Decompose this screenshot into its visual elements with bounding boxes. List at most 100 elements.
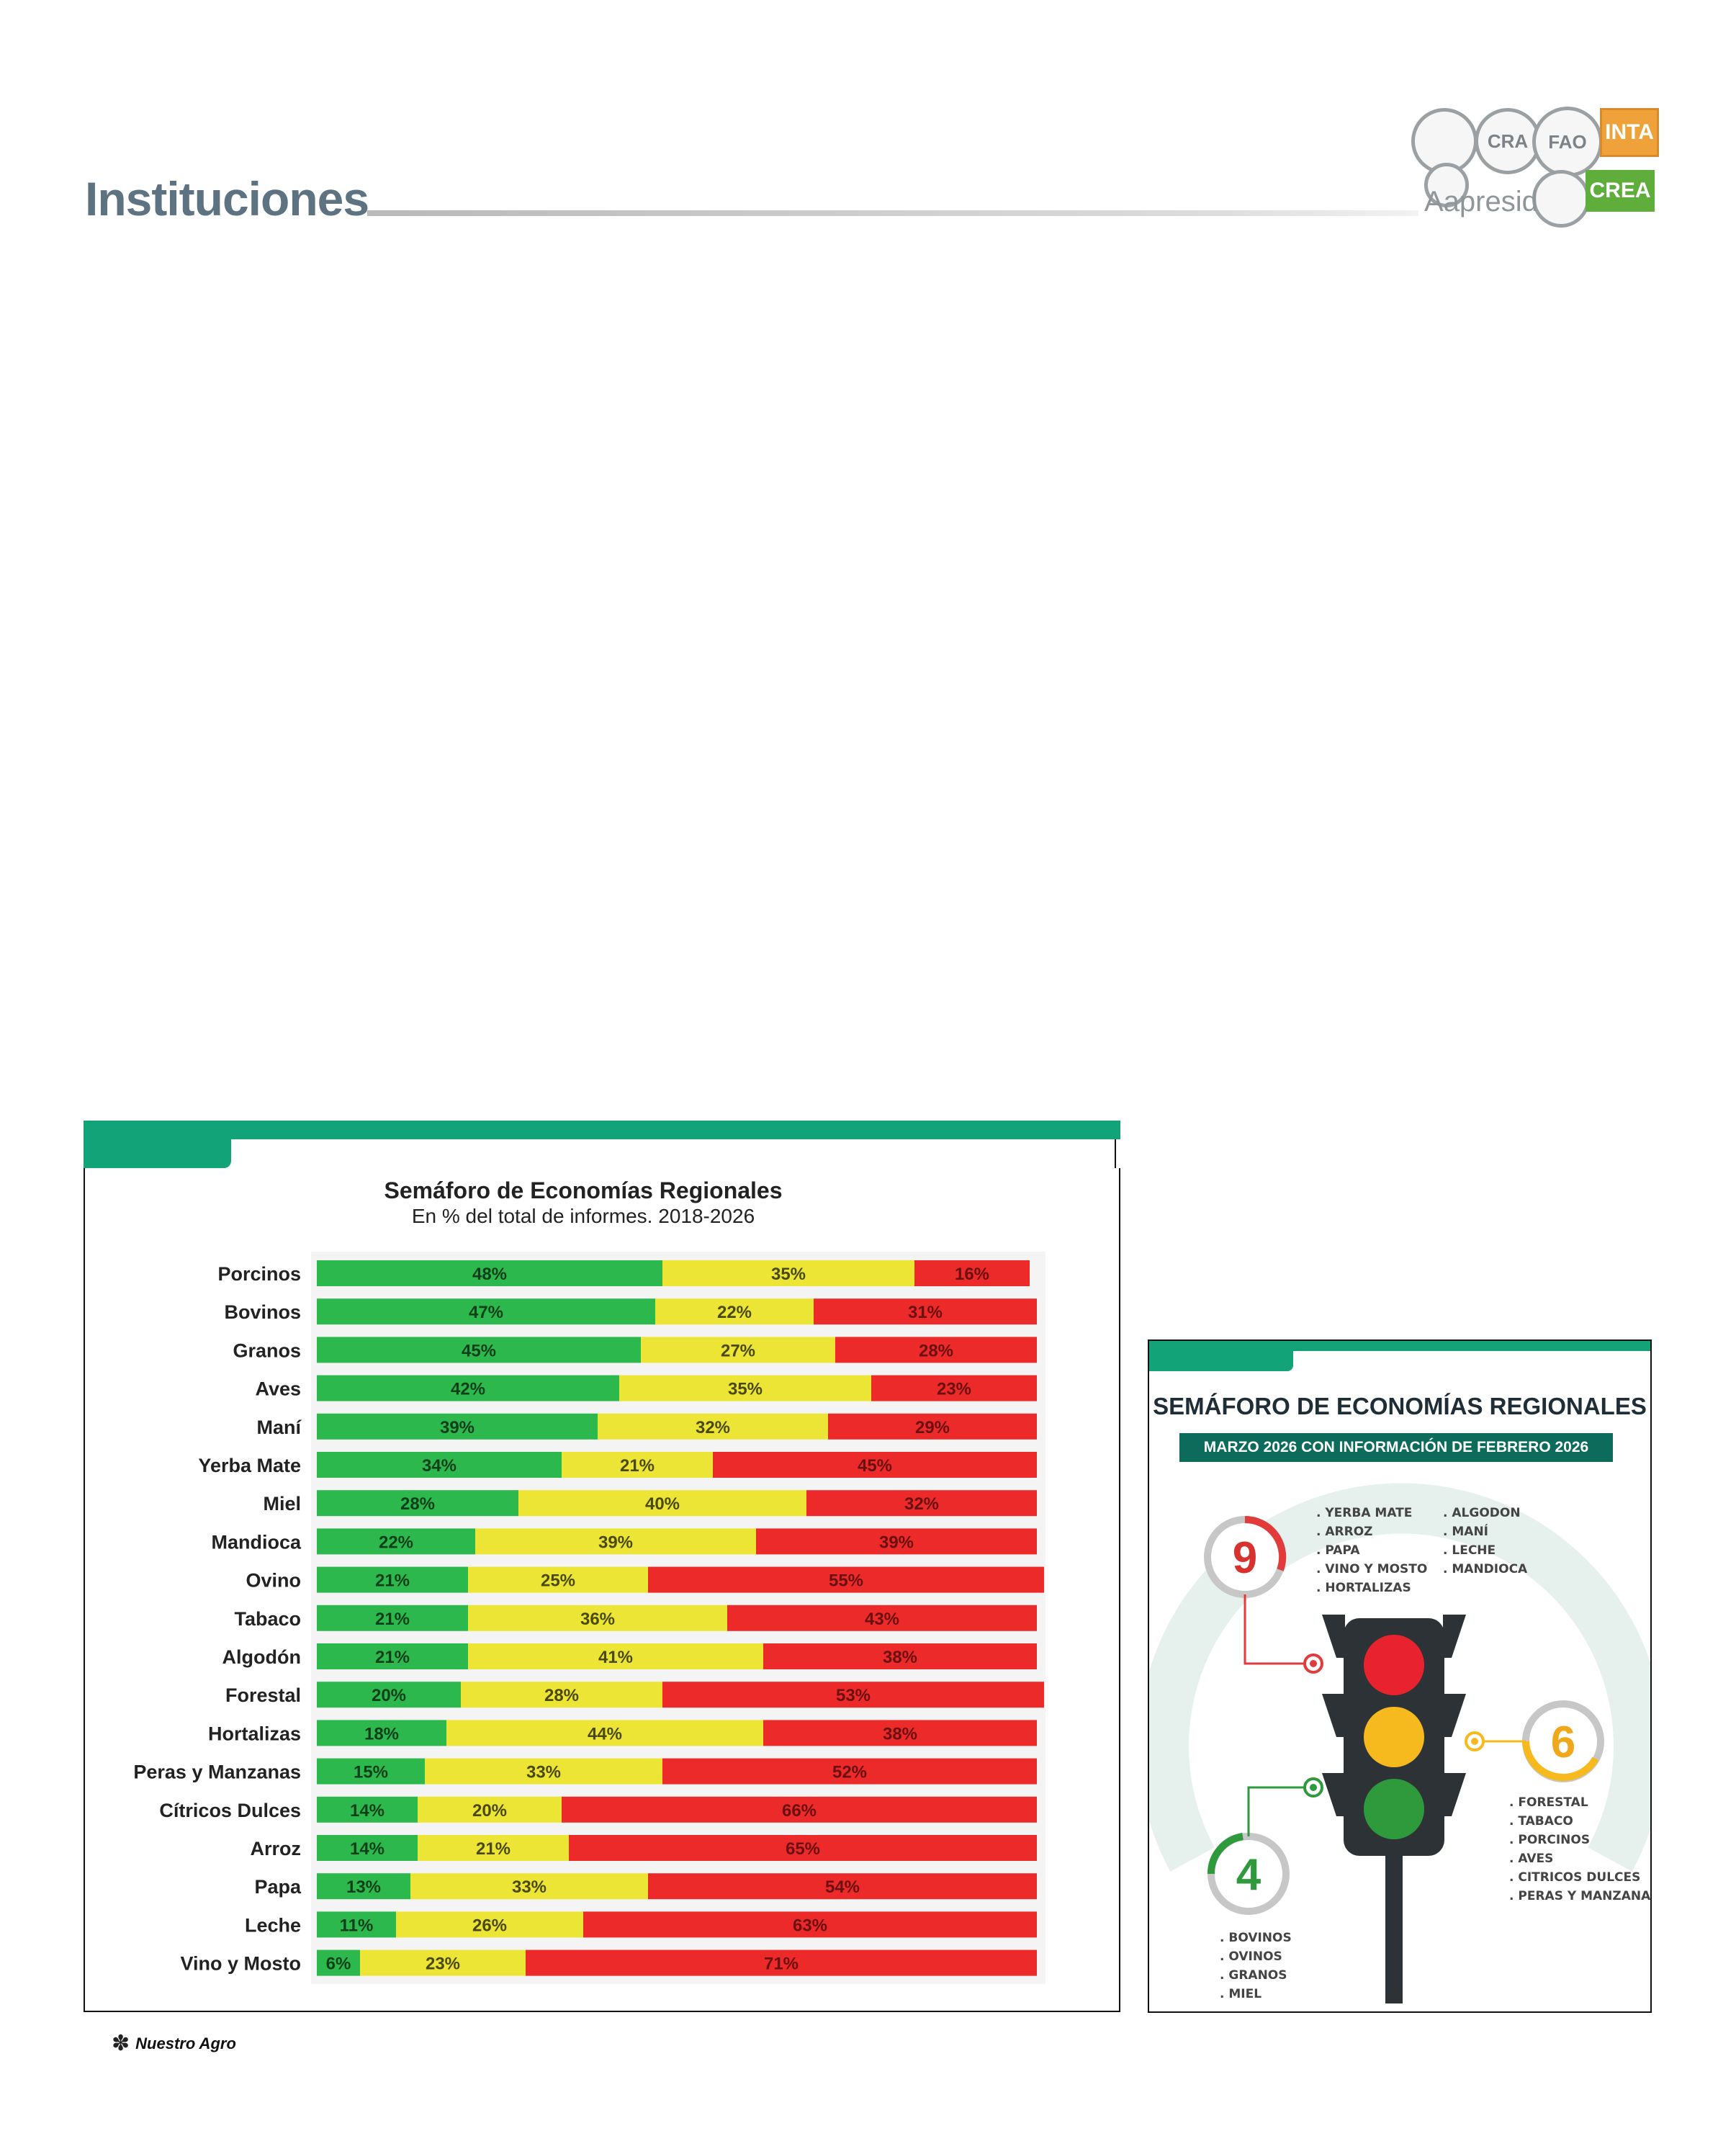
list-item: . ARROZ [1316,1525,1373,1539]
traffic-light-infographic: SEMÁFORO DE ECONOMÍAS REGIONALES MARZO 2… [1148,1339,1652,2013]
bar-segment [655,1298,814,1325]
bar-segment [317,1605,468,1631]
bar-segment [317,1337,641,1363]
panel-top-band [84,1121,1120,1139]
data-label: 18% [364,1724,399,1744]
category-label: Vino y Mosto [180,1953,301,1975]
footer-brand: ✽ Nuestro Agro [112,2031,236,2056]
data-label: 11% [340,1916,374,1935]
bar-segment [619,1375,871,1401]
bar-segment [763,1720,1037,1746]
bar-segment [317,1566,468,1593]
list-item: . FORESTAL [1509,1795,1588,1810]
list-item: . ALGODON [1443,1506,1521,1520]
category-label: Aves [255,1378,301,1400]
bar-segment [583,1911,1037,1938]
bar-segment [763,1643,1037,1669]
data-label: 40% [645,1494,680,1514]
wing-right-3 [1443,1773,1466,1816]
bar-segment [317,1720,446,1746]
infographic-subtitle: MARZO 2026 CON INFORMACIÓN DE FEBRERO 20… [1179,1433,1613,1462]
chart-subtitle: En % del total de informes. 2018-2026 [411,1205,755,1227]
data-label: 28% [919,1341,953,1360]
data-label: 21% [620,1456,655,1476]
data-label: 35% [728,1380,763,1399]
data-label: 44% [588,1724,622,1744]
red-badge-arc [1244,1515,1287,1571]
data-label: 63% [793,1916,827,1935]
list-item: . LECHE [1443,1543,1496,1558]
data-label: 38% [883,1648,917,1667]
bar-segment [662,1758,1037,1785]
list-item: . PORCINOS [1509,1833,1591,1847]
red-list-col1: . YERBA MATE . ARROZ . PAPA . VINO Y MOS… [1316,1504,1427,1597]
data-label: 6% [326,1955,351,1974]
category-label: Miel [263,1493,301,1514]
data-label: 65% [786,1839,820,1859]
data-label: 29% [915,1418,950,1437]
bar-segment [317,1835,418,1861]
bar-segment [317,1758,425,1785]
category-label: Tabaco [234,1608,301,1630]
data-label: 20% [472,1801,507,1821]
data-label: 33% [526,1763,561,1782]
list-item: . MANDIOCA [1443,1562,1528,1576]
bar-segment [806,1490,1037,1517]
panel-frame [84,1139,1120,2012]
bar-segment [662,1682,1044,1708]
data-label: 21% [375,1648,410,1667]
bar-segment [317,1682,461,1708]
list-item: . HORTALIZAS [1316,1581,1411,1595]
data-label: 34% [422,1456,457,1476]
bar-segment [468,1566,648,1593]
list-item: . OVINOS [1220,1949,1282,1964]
data-label: 28% [400,1494,435,1514]
data-label: 53% [836,1686,871,1705]
red-light [1364,1635,1424,1695]
brand-flower-icon: ✽ [112,2032,130,2055]
wing-right-1 [1443,1615,1466,1658]
data-label: 45% [858,1456,892,1476]
bar-segment [814,1298,1037,1325]
green-list: . BOVINOS . OVINOS . GRANOS . MIEL [1220,1929,1292,2003]
category-label: Maní [256,1417,302,1438]
category-label: Leche [245,1914,301,1936]
bar-segment [727,1605,1037,1631]
data-label: 52% [832,1763,867,1782]
bar-segment [317,1643,468,1669]
yellow-count: 6 [1551,1718,1575,1767]
data-label: 16% [955,1265,989,1284]
list-item: . VINO Y MOSTO [1316,1562,1428,1576]
data-label: 36% [580,1610,615,1629]
bar-segment [828,1413,1037,1440]
footer-brand-text: Nuestro Agro [135,2034,236,2052]
data-label: 39% [440,1418,475,1437]
bar-segment [835,1337,1037,1363]
background-arc [1149,1483,1650,1872]
category-label: Arroz [250,1838,301,1859]
list-item: . YERBA MATE [1316,1506,1413,1520]
data-label: 38% [883,1724,917,1744]
chart-panel [84,1121,1120,2013]
data-label: 25% [541,1571,575,1591]
panel-tab [84,1139,231,1168]
bar-segment [317,1949,360,1976]
bar-segment [461,1682,662,1708]
list-item: . TABACO [1509,1814,1573,1828]
data-label: 39% [879,1533,914,1552]
bar-segment [396,1911,583,1938]
bar-segment [468,1605,727,1631]
data-label: 55% [829,1571,863,1591]
logo-aapresid: Aapresid [1424,186,1538,217]
data-label: 31% [908,1303,943,1322]
category-label: Peras y Manzanas [133,1762,301,1783]
category-label: Mandioca [211,1531,302,1553]
bar-segment [425,1758,662,1785]
institution-logos: CRA FAO INTA CREA Aapresid [1411,107,1659,228]
bar-segment [317,1490,518,1517]
red-list-col2: . ALGODON . MANÍ . LECHE . MANDIOCA [1443,1504,1527,1579]
bar-segment [317,1375,619,1401]
bar-segment [526,1949,1037,1976]
data-label: 20% [372,1686,406,1705]
traffic-light-graphic: 9 6 4 [1149,1483,1650,2003]
